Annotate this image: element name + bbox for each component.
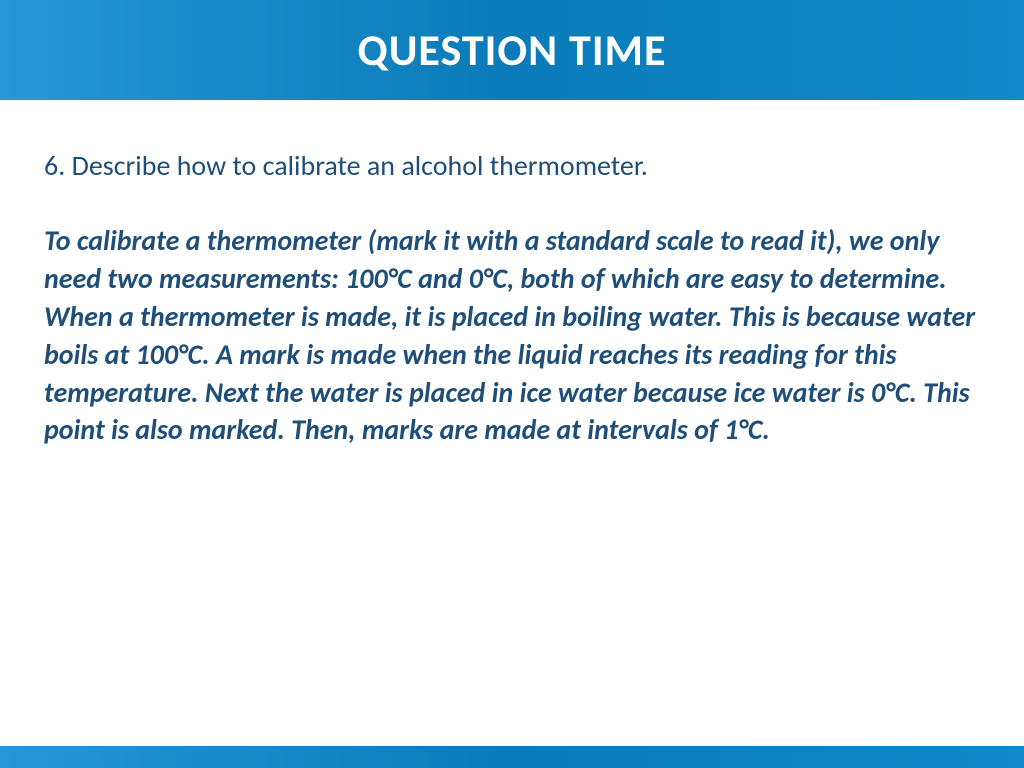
answer-text: To calibrate a thermometer (mark it with… bbox=[44, 222, 980, 449]
content-area: 6. Describe how to calibrate an alcohol … bbox=[0, 100, 1024, 449]
question-text: 6. Describe how to calibrate an alcohol … bbox=[44, 148, 980, 184]
header-bar: QUESTION TIME bbox=[0, 0, 1024, 100]
footer-bar bbox=[0, 746, 1024, 768]
page-title: QUESTION TIME bbox=[358, 23, 667, 77]
